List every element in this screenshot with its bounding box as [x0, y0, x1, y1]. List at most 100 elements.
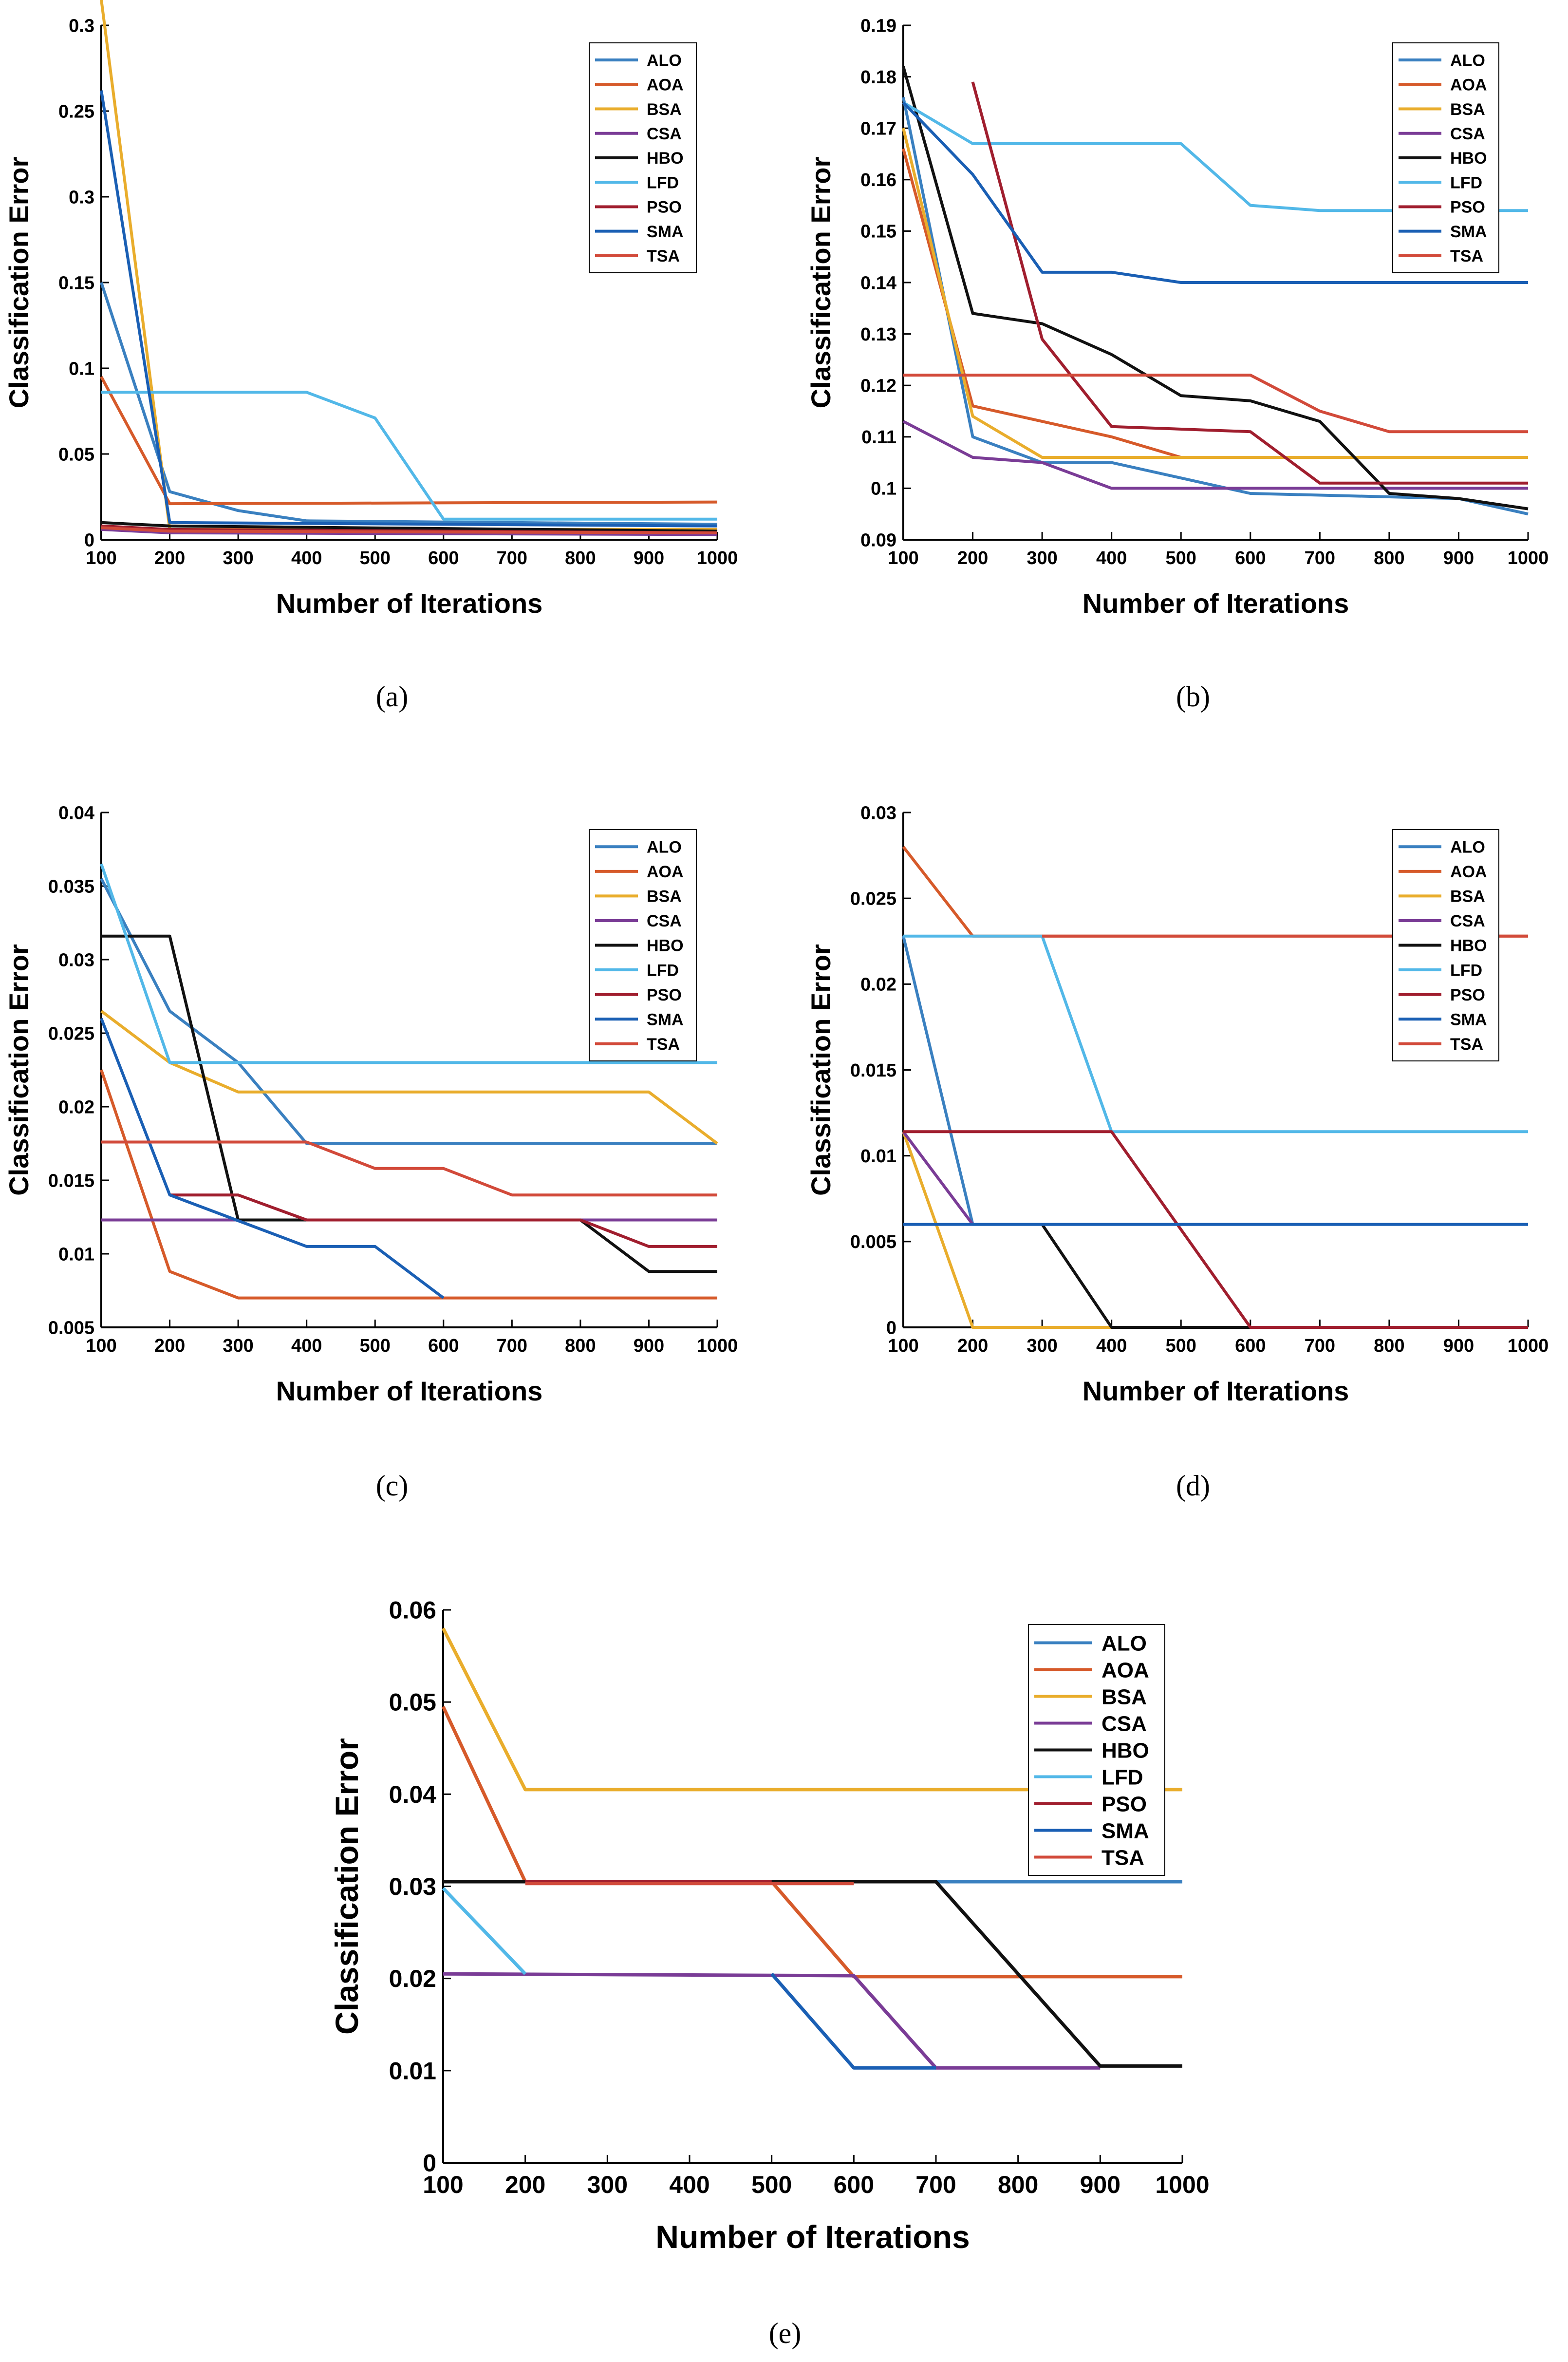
x-tick-label: 800 — [998, 2171, 1038, 2198]
y-axis-label: Classification Error — [3, 157, 34, 409]
legend-label-tsa: TSA — [1450, 247, 1483, 265]
y-tick-label: 0 — [84, 530, 94, 550]
series-line-aoa — [100, 1069, 717, 1300]
legend-label-csa: CSA — [647, 912, 682, 930]
legend-label-pso: PSO — [647, 198, 682, 217]
legend-label-tsa: TSA — [647, 247, 680, 265]
series-line-csa — [902, 1131, 974, 1226]
x-tick-label: 800 — [1374, 548, 1404, 568]
y-tick-label: 0.16 — [860, 170, 896, 190]
x-tick-label: 100 — [423, 2171, 463, 2198]
x-tick-label: 600 — [428, 1336, 459, 1356]
series-line-lfd — [100, 863, 717, 1064]
x-tick-label: 100 — [888, 1336, 918, 1356]
series-line-pso — [903, 1130, 1528, 1329]
x-tick-label: 1000 — [1508, 1336, 1549, 1356]
x-tick-label: 500 — [751, 2171, 792, 2198]
series-line-lfd — [902, 101, 1528, 212]
legend-label-csa: CSA — [1450, 125, 1485, 143]
x-tick-label: 500 — [1166, 1336, 1196, 1356]
x-tick-label: 100 — [888, 548, 918, 568]
x-tick-label: 1000 — [697, 548, 738, 568]
y-tick-label: 0.025 — [850, 888, 896, 909]
y-tick-label: 0.005 — [48, 1318, 94, 1338]
legend-label-aoa: AOA — [1450, 76, 1487, 94]
y-tick-label: 0.11 — [861, 427, 896, 448]
legend-label-tsa: TSA — [1101, 1846, 1144, 1870]
legend-label-aoa: AOA — [1450, 863, 1487, 881]
x-tick-label: 200 — [154, 548, 185, 568]
x-tick-label: 1000 — [697, 1336, 738, 1356]
y-tick-label: 0.15 — [58, 273, 94, 293]
x-tick-label: 700 — [1305, 548, 1335, 568]
y-tick-label: 0.05 — [58, 444, 94, 465]
y-tick-label: 0.1 — [69, 359, 94, 379]
y-tick-label: 0 — [423, 2150, 436, 2177]
y-tick-label: 0.015 — [48, 1171, 94, 1191]
y-tick-label: 0.01 — [389, 2057, 436, 2084]
y-tick-label: 0.12 — [860, 376, 896, 397]
x-axis-label: Number of Iterations — [276, 588, 543, 619]
series-line-tsa — [903, 374, 1528, 434]
y-tick-label: 0.02 — [58, 1097, 94, 1117]
x-tick-label: 300 — [587, 2171, 628, 2198]
x-tick-label: 600 — [1235, 1336, 1266, 1356]
legend-label-tsa: TSA — [1450, 1035, 1483, 1054]
x-tick-label: 700 — [915, 2171, 956, 2198]
x-tick-label: 400 — [669, 2171, 709, 2198]
x-tick-label: 400 — [1096, 548, 1127, 568]
y-tick-label: 0.03 — [58, 950, 94, 970]
x-tick-label: 500 — [1166, 548, 1196, 568]
legend-label-pso: PSO — [647, 986, 682, 1004]
series-line-pso — [971, 81, 1528, 485]
y-tick-label: 0.04 — [389, 1781, 437, 1808]
legend-label-lfd: LFD — [647, 173, 679, 192]
series-line-tsa — [101, 526, 718, 534]
series-line-csa — [443, 1972, 1101, 2070]
x-tick-label: 900 — [634, 548, 664, 568]
y-tick-label: 0.1 — [871, 479, 896, 499]
series-line-csa — [101, 528, 718, 536]
series-line-csa — [902, 420, 1528, 490]
y-tick-label: 0.3 — [69, 187, 94, 208]
x-tick-label: 300 — [223, 1336, 253, 1356]
series-line-bsa — [100, 1010, 718, 1145]
legend-label-bsa: BSA — [1101, 1685, 1147, 1709]
series-line-hbo — [101, 521, 718, 533]
series-line-lfd — [442, 1887, 527, 1975]
x-tick-label: 300 — [1027, 1336, 1057, 1356]
x-axis-label: Number of Iterations — [1083, 588, 1349, 619]
legend-label-alo: ALO — [647, 51, 682, 70]
x-tick-label: 700 — [1305, 1336, 1335, 1356]
x-tick-label: 900 — [1443, 1336, 1474, 1356]
legend-label-bsa: BSA — [647, 888, 682, 906]
y-tick-label: 0.25 — [58, 101, 94, 122]
x-tick-label: 700 — [497, 548, 527, 568]
y-tick-label: 0.04 — [58, 803, 94, 823]
legend-label-lfd: LFD — [647, 961, 679, 980]
x-tick-label: 600 — [834, 2171, 874, 2198]
y-axis-label: Classification Error — [805, 157, 836, 409]
x-tick-label: 1000 — [1155, 2171, 1209, 2198]
y-tick-label: 0.015 — [850, 1060, 896, 1081]
x-tick-label: 600 — [1235, 548, 1266, 568]
x-tick-label: 900 — [634, 1336, 664, 1356]
legend-label-csa: CSA — [1450, 912, 1485, 930]
x-tick-label: 900 — [1443, 548, 1474, 568]
x-tick-label: 400 — [291, 548, 322, 568]
x-axis-label: Number of Iterations — [1083, 1376, 1349, 1406]
series-line-bsa — [441, 1627, 1182, 1792]
legend-label-hbo: HBO — [1450, 937, 1487, 955]
legend-label-hbo: HBO — [647, 149, 684, 168]
y-tick-label: 0.18 — [860, 67, 896, 88]
x-tick-label: 200 — [957, 1336, 988, 1356]
x-tick-label: 800 — [1374, 1336, 1404, 1356]
x-tick-label: 700 — [497, 1336, 527, 1356]
legend-label-sma: SMA — [1450, 1010, 1487, 1029]
legend-label-pso: PSO — [1450, 986, 1485, 1004]
panel-caption: (b) — [1176, 680, 1210, 713]
legend-label-lfd: LFD — [1450, 173, 1482, 192]
legend-label-bsa: BSA — [1450, 100, 1485, 119]
